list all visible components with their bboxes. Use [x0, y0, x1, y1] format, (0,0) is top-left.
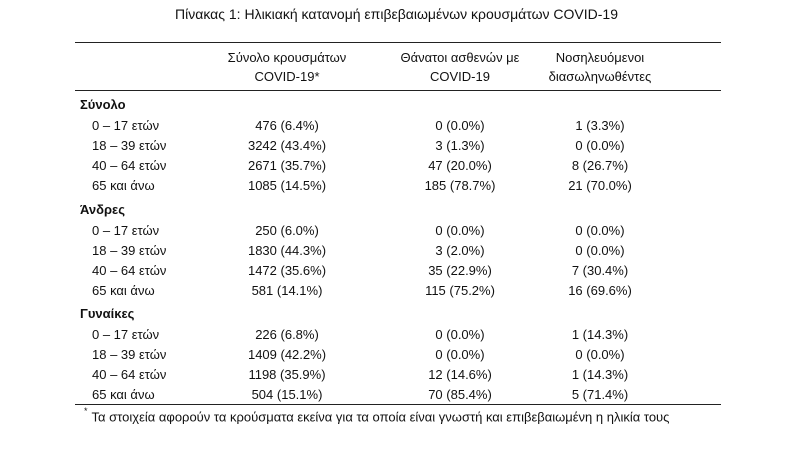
table-top-rule [75, 42, 721, 43]
header-deaths-line1: Θάνατοι ασθενών με [400, 50, 520, 65]
intubated-cell: 1 (14.3%) [571, 367, 629, 382]
intubated-cell: 0 (0.0%) [575, 347, 625, 362]
intubated-cell: 21 (70.0%) [568, 178, 632, 193]
table-row: 0 – 17 ετών 250 (6.0%) 0 (0.0%) 0 (0.0%) [0, 223, 793, 241]
cases-cell: 226 (6.8%) [255, 327, 319, 342]
intubated-cell: 0 (0.0%) [575, 223, 625, 238]
header-intubated-line1: Νοσηλευόμενοι [555, 50, 645, 65]
group-heading: Σύνολο [80, 97, 126, 112]
intubated-cell: 7 (30.4%) [571, 263, 629, 278]
group-heading: Άνδρες [80, 202, 125, 217]
cases-cell: 1085 (14.5%) [247, 178, 327, 193]
header-intubated-line2: διασωληνωθέντες [548, 69, 652, 84]
age-cell: 18 – 39 ετών [92, 243, 167, 258]
cases-cell: 1198 (35.9%) [248, 367, 326, 382]
table-row: 18 – 39 ετών 3242 (43.4%) 3 (1.3%) 0 (0.0%) [0, 138, 793, 156]
header-total-cases: Σύνολο κρουσμάτων COVID-19* [212, 48, 362, 86]
age-cell: 65 και άνω [92, 178, 155, 193]
deaths-cell: 0 (0.0%) [435, 223, 485, 238]
footnote-text: Τα στοιχεία αφορούν τα κρούσματα εκείνα … [91, 409, 670, 425]
intubated-cell: 0 (0.0%) [575, 243, 625, 258]
deaths-cell: 3 (2.0%) [435, 243, 485, 258]
header-intubated: Νοσηλευόμενοι διασωληνωθέντες [520, 48, 680, 86]
header-total-cases-line1: Σύνολο κρουσμάτων [227, 50, 347, 65]
age-cell: 0 – 17 ετών [92, 118, 160, 133]
table-row: 40 – 64 ετών 2671 (35.7%) 47 (20.0%) 8 (26.… [0, 158, 793, 176]
table-row: 65 και άνω 504 (15.1%) 70 (85.4%) 5 (71.4%) [0, 387, 793, 405]
age-cell: 40 – 64 ετών [92, 263, 167, 278]
cases-cell: 504 (15.1%) [251, 387, 323, 402]
age-cell: 0 – 17 ετών [92, 327, 160, 342]
age-cell: 18 – 39 ετών [92, 138, 167, 153]
deaths-cell: 0 (0.0%) [435, 327, 485, 342]
header-total-cases-line2: COVID-19* [254, 69, 320, 84]
cases-cell: 581 (14.1%) [251, 283, 323, 298]
intubated-cell: 8 (26.7%) [571, 158, 629, 173]
table-row: 18 – 39 ετών 1409 (42.2%) 0 (0.0%) 0 (0.0%) [0, 347, 793, 365]
footnote-mark: * [84, 406, 88, 416]
table-title: Πίνακας 1: Ηλικιακή κατανομή επιβεβαιωμέ… [175, 6, 618, 22]
intubated-cell: 1 (14.3%) [571, 327, 629, 342]
deaths-cell: 3 (1.3%) [435, 138, 485, 153]
table-row: 0 – 17 ετών 476 (6.4%) 0 (0.0%) 1 (3.3%) [0, 118, 793, 136]
deaths-cell: 70 (85.4%) [428, 387, 492, 402]
table-row: 40 – 64 ετών 1472 (35.6%) 35 (22.9%) 7 (30.… [0, 263, 793, 281]
cases-cell: 1472 (35.6%) [247, 263, 327, 278]
intubated-cell: 5 (71.4%) [571, 387, 629, 402]
deaths-cell: 0 (0.0%) [435, 118, 485, 133]
deaths-cell: 185 (78.7%) [424, 178, 496, 193]
header-deaths: Θάνατοι ασθενών με COVID-19 [390, 48, 530, 86]
cases-cell: 476 (6.4%) [255, 118, 319, 133]
age-cell: 65 και άνω [92, 283, 155, 298]
deaths-cell: 35 (22.9%) [428, 263, 492, 278]
table-row: 18 – 39 ετών 1830 (44.3%) 3 (2.0%) 0 (0.0%) [0, 243, 793, 261]
header-deaths-line2: COVID-19 [430, 69, 490, 84]
table-row: 65 και άνω 581 (14.1%) 115 (75.2%) 16 (69.6… [0, 283, 793, 301]
age-cell: 0 – 17 ετών [92, 223, 160, 238]
cases-cell: 3242 (43.4%) [247, 138, 327, 153]
group-heading: Γυναίκες [80, 306, 135, 321]
cases-cell: 1409 (42.2%) [247, 347, 327, 362]
age-cell: 18 – 39 ετών [92, 347, 167, 362]
intubated-cell: 0 (0.0%) [575, 138, 625, 153]
age-cell: 40 – 64 ετών [92, 158, 167, 173]
age-cell: 40 – 64 ετών [92, 367, 167, 382]
table-row: 40 – 64 ετών 1198 (35.9%) 12 (14.6%) 1 (14.… [0, 367, 793, 385]
header-rule [75, 90, 721, 91]
footnote: * Τα στοιχεία αφορούν τα κρούσματα εκείνα… [84, 406, 670, 425]
table-row: 0 – 17 ετών 226 (6.8%) 0 (0.0%) 1 (14.3%) [0, 327, 793, 345]
deaths-cell: 115 (75.2%) [425, 283, 495, 298]
deaths-cell: 12 (14.6%) [428, 367, 492, 382]
deaths-cell: 47 (20.0%) [428, 158, 492, 173]
age-cell: 65 και άνω [92, 387, 155, 402]
cases-cell: 2671 (35.7%) [247, 158, 327, 173]
table-bottom-rule [75, 404, 721, 405]
cases-cell: 1830 (44.3%) [247, 243, 327, 258]
table-row: 65 και άνω 1085 (14.5%) 185 (78.7%) 21 (70.… [0, 178, 793, 196]
cases-cell: 250 (6.0%) [255, 223, 319, 238]
intubated-cell: 1 (3.3%) [575, 118, 625, 133]
intubated-cell: 16 (69.6%) [568, 283, 632, 298]
deaths-cell: 0 (0.0%) [435, 347, 485, 362]
